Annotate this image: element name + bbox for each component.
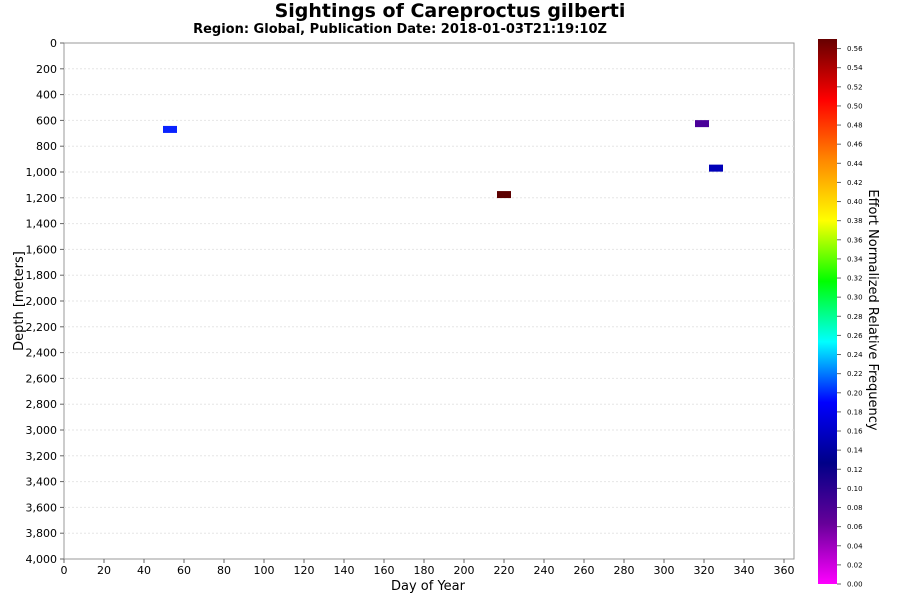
y-tick-label: 1,400 bbox=[26, 218, 58, 231]
y-tick-label: 4,000 bbox=[26, 553, 58, 566]
x-tick-label: 280 bbox=[614, 564, 635, 577]
y-tick-label: 2,400 bbox=[26, 347, 58, 360]
colorbar-tick-label: 0.20 bbox=[847, 389, 863, 397]
x-tick-label: 320 bbox=[694, 564, 715, 577]
x-tick-label: 0 bbox=[61, 564, 68, 577]
x-tick-label: 120 bbox=[294, 564, 315, 577]
y-tick-label: 3,800 bbox=[26, 527, 58, 540]
y-tick-label: 3,200 bbox=[26, 450, 58, 463]
x-tick-label: 160 bbox=[374, 564, 395, 577]
x-tick-label: 360 bbox=[774, 564, 795, 577]
colorbar-tick-label: 0.14 bbox=[847, 447, 863, 455]
colorbar-tick-label: 0.30 bbox=[847, 294, 863, 302]
colorbar-ticks: 0.00 0.02 0.04 0.06 0.08 0.10 0.12 0.14 0.16 0.18… bbox=[837, 45, 863, 589]
colorbar-tick-label: 0.04 bbox=[847, 542, 863, 550]
x-tick-label: 80 bbox=[217, 564, 231, 577]
y-tick-label: 1,800 bbox=[26, 269, 58, 282]
colorbar-tick-label: 0.28 bbox=[847, 313, 863, 321]
data-marks bbox=[163, 120, 723, 199]
colorbar-tick-label: 0.12 bbox=[847, 466, 863, 474]
data-point bbox=[695, 120, 709, 128]
colorbar-tick-label: 0.50 bbox=[847, 102, 863, 110]
y-tick-label: 800 bbox=[36, 140, 57, 153]
colorbar-tick-label: 0.56 bbox=[847, 45, 863, 53]
y-axis-label: Depth [meters] bbox=[12, 251, 27, 351]
y-tick-label: 2,200 bbox=[26, 321, 58, 334]
y-tick-label: 200 bbox=[36, 63, 57, 76]
y-tick-label: 3,400 bbox=[26, 476, 58, 489]
x-tick-label: 100 bbox=[254, 564, 275, 577]
colorbar-tick-label: 0.42 bbox=[847, 179, 863, 187]
colorbar-tick-label: 0.52 bbox=[847, 83, 863, 91]
y-tick-label: 3,600 bbox=[26, 501, 58, 514]
data-point bbox=[497, 191, 511, 199]
colorbar-tick-label: 0.18 bbox=[847, 408, 863, 416]
colorbar-tick-label: 0.08 bbox=[847, 504, 863, 512]
colorbar-tick-label: 0.22 bbox=[847, 370, 863, 378]
x-tick-label: 20 bbox=[97, 564, 111, 577]
data-point bbox=[163, 125, 177, 133]
y-tick-label: 3,000 bbox=[26, 424, 58, 437]
y-tick-label: 600 bbox=[36, 114, 57, 127]
gridlines bbox=[64, 68, 794, 534]
colorbar bbox=[818, 39, 837, 584]
colorbar-tick-label: 0.36 bbox=[847, 236, 863, 244]
x-tick-label: 200 bbox=[454, 564, 475, 577]
y-tick-label: 400 bbox=[36, 89, 57, 102]
colorbar-tick-label: 0.54 bbox=[847, 64, 863, 72]
x-tick-label: 300 bbox=[654, 564, 675, 577]
colorbar-tick-label: 0.34 bbox=[847, 255, 863, 263]
x-axis-label: Day of Year bbox=[391, 579, 466, 594]
y-tick-label: 2,000 bbox=[26, 295, 58, 308]
colorbar-tick-label: 0.46 bbox=[847, 141, 863, 149]
colorbar-tick-label: 0.10 bbox=[847, 485, 863, 493]
x-tick-label: 180 bbox=[414, 564, 435, 577]
data-point bbox=[709, 164, 723, 172]
colorbar-tick-label: 0.32 bbox=[847, 275, 863, 283]
colorbar-label: Effort Normalized Relative Frequency bbox=[865, 189, 880, 431]
colorbar-tick-label: 0.44 bbox=[847, 160, 863, 168]
x-tick-label: 240 bbox=[534, 564, 555, 577]
x-tick-label: 40 bbox=[137, 564, 151, 577]
colorbar-tick-label: 0.26 bbox=[847, 332, 863, 340]
colorbar-tick-label: 0.06 bbox=[847, 523, 863, 531]
axes: 02004006008001,0001,2001,4001,6001,8002,… bbox=[26, 37, 795, 577]
y-tick-label: 2,800 bbox=[26, 398, 58, 411]
colorbar-tick-label: 0.00 bbox=[847, 581, 863, 589]
x-tick-label: 260 bbox=[574, 564, 595, 577]
colorbar-tick-label: 0.16 bbox=[847, 428, 863, 436]
x-tick-label: 140 bbox=[334, 564, 355, 577]
chart-title: Sightings of Careproctus gilberti bbox=[274, 0, 626, 22]
colorbar-tick-label: 0.40 bbox=[847, 198, 863, 206]
colorbar-tick-label: 0.02 bbox=[847, 561, 863, 569]
y-tick-label: 1,200 bbox=[26, 192, 58, 205]
chart-subtitle: Region: Global, Publication Date: 2018-0… bbox=[193, 22, 607, 37]
x-tick-label: 60 bbox=[177, 564, 191, 577]
colorbar-tick-label: 0.24 bbox=[847, 351, 863, 359]
x-tick-label: 340 bbox=[734, 564, 755, 577]
y-tick-label: 1,600 bbox=[26, 243, 58, 256]
y-tick-label: 0 bbox=[50, 37, 57, 50]
x-tick-label: 220 bbox=[494, 564, 515, 577]
y-tick-label: 1,000 bbox=[26, 166, 58, 179]
colorbar-tick-label: 0.48 bbox=[847, 122, 863, 130]
y-tick-label: 2,600 bbox=[26, 372, 58, 385]
colorbar-tick-label: 0.38 bbox=[847, 217, 863, 225]
